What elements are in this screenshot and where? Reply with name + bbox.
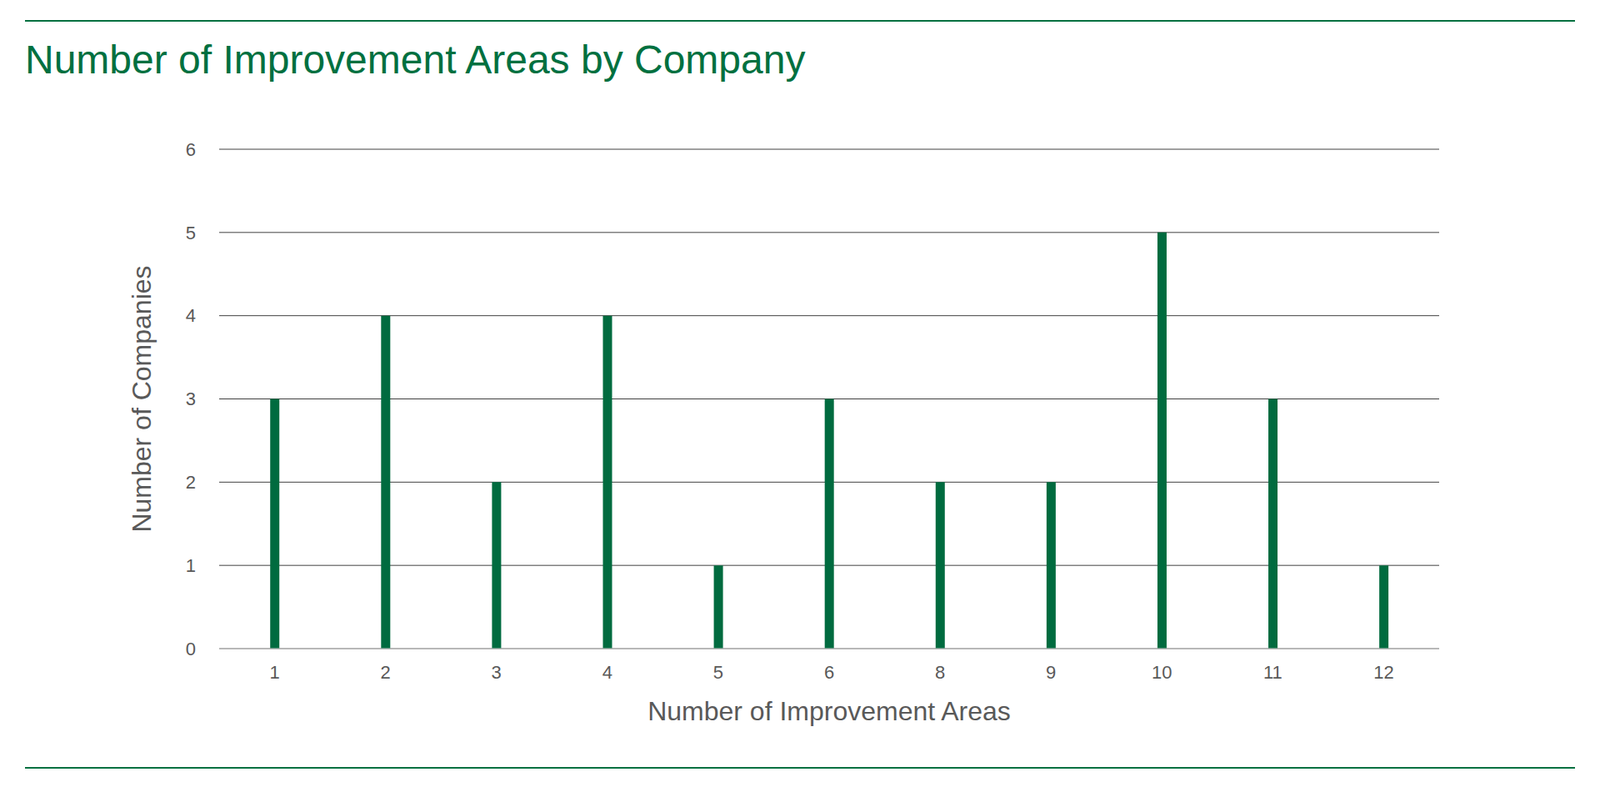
svg-text:12: 12 <box>1373 661 1394 683</box>
svg-text:5: 5 <box>713 661 724 683</box>
html-text:Number of Improvement Areas by: Number of Improvement Areas by Company <box>25 37 806 82</box>
svg-text:6: 6 <box>824 661 835 683</box>
svg-text:1: 1 <box>269 661 280 683</box>
svg-text:Number of Companies: Number of Companies <box>126 265 157 532</box>
svg-text:10: 10 <box>1151 661 1172 683</box>
svg-text:11: 11 <box>1263 661 1283 683</box>
svg-text:3: 3 <box>491 661 502 683</box>
svg-text:4: 4 <box>602 661 613 683</box>
svg-text:3: 3 <box>185 388 196 410</box>
svg-text:2: 2 <box>380 661 391 683</box>
svg-text:9: 9 <box>1045 661 1056 683</box>
svg-text:0: 0 <box>185 638 196 660</box>
svg-text:Number of Improvement Areas: Number of Improvement Areas <box>647 695 1011 726</box>
svg-text:2: 2 <box>185 471 196 493</box>
svg-text:8: 8 <box>935 661 945 683</box>
svg-text:1: 1 <box>185 555 196 576</box>
svg-text:5: 5 <box>185 222 196 244</box>
svg-text:4: 4 <box>185 305 196 326</box>
svg-text:6: 6 <box>185 139 196 160</box>
